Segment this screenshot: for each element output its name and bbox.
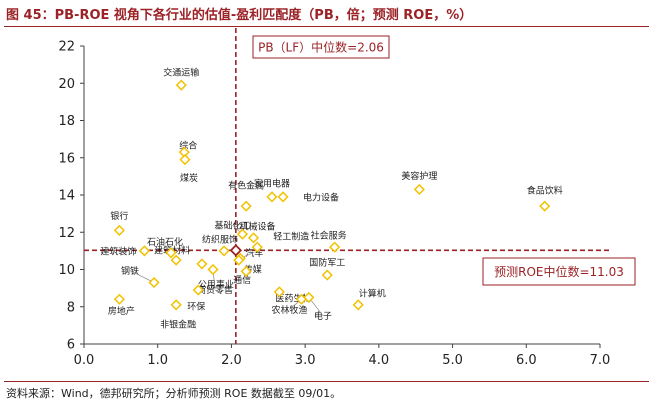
point-label: 银行: [110, 210, 128, 222]
y-tick-label: 16: [58, 151, 75, 166]
label-leader: [129, 270, 155, 283]
data-point: [207, 263, 219, 276]
pb-median-label: PB（LF）中位数=2.06: [258, 40, 384, 55]
scatter-chart: 6 8 10 12 14 16 18 20 22 0.0 1.0 2.0 3.0 4.0 5.0 6.0 7.0…: [58, 28, 636, 369]
point-label: 机械设备: [240, 220, 276, 232]
point-label: 非银金融: [160, 318, 196, 330]
data-point: [236, 228, 249, 240]
median-callouts: PB（LF）中位数=2.06 预测ROE中位数=11.03: [252, 35, 636, 286]
data-point: [539, 200, 551, 212]
data-point: [179, 154, 191, 166]
data-point: [321, 269, 333, 281]
point-label: 食品饮料: [527, 185, 563, 197]
data-point: [175, 79, 187, 91]
roe-median-box: [482, 257, 636, 286]
data-point: [113, 293, 125, 305]
point-label: 电子: [314, 310, 332, 322]
point-label: 轻工制造: [273, 231, 309, 243]
data-point: [413, 183, 425, 195]
point-labels: 交通运输综合煤炭家用电器有色金属电力设备美容护理食品饮料银行基础化工机械设备轻工…: [100, 67, 562, 331]
y-tick-label: 6: [67, 338, 75, 353]
data-point: [352, 299, 364, 311]
point-label: 社会服务: [311, 230, 347, 242]
point-label: 建筑装饰: [100, 245, 136, 257]
point-label: 有色金属: [228, 180, 264, 192]
data-point: [192, 284, 204, 296]
y-tick-label: 18: [58, 114, 75, 129]
point-label: 电力设备: [303, 191, 339, 203]
data-point: [251, 241, 263, 253]
data-point: [240, 200, 252, 212]
point-label: 环保: [187, 300, 205, 312]
x-tick-label: 0.0: [74, 353, 95, 368]
data-point: [218, 245, 230, 257]
axes: 6 8 10 12 14 16 18 20 22 0.0 1.0 2.0 3.0 4.0 5.0 6.0 7.0: [58, 40, 610, 369]
data-point: [165, 247, 177, 259]
median-intersection-point: [229, 244, 243, 257]
data-point: [277, 191, 289, 203]
roe-median-label: 预测ROE中位数=11.03: [494, 264, 624, 279]
pb-median-box: [252, 35, 390, 59]
data-point: [266, 191, 278, 203]
x-tick-label: 1.0: [147, 353, 168, 368]
point-label: 通信: [233, 274, 251, 286]
data-point: [247, 232, 260, 244]
point-label: 煤炭: [180, 172, 198, 184]
data-markers: [113, 79, 551, 311]
point-label: 商贸零售: [197, 284, 233, 296]
data-point: [170, 254, 182, 266]
data-point: [303, 291, 315, 304]
point-label: 纺织服饰: [202, 233, 238, 245]
data-point: [113, 224, 125, 236]
x-tick-label: 7.0: [590, 353, 611, 368]
footer-rule: [4, 381, 649, 382]
source-note: 资料来源：Wind，德邦研究所；分析师预测 ROE 数据截至 09/01。: [6, 387, 342, 400]
point-label: 房地产: [108, 305, 135, 317]
y-tick-label: 10: [58, 263, 75, 278]
point-label: 公用事业: [198, 278, 234, 290]
point-label: 国防军工: [309, 257, 345, 269]
data-point: [329, 241, 341, 253]
y-tick-label: 14: [58, 189, 75, 204]
point-label: 农林牧渔: [271, 304, 307, 316]
point-label: 家用电器: [254, 177, 290, 189]
y-tick-label: 20: [58, 77, 75, 92]
point-label: 钢铁: [121, 265, 139, 277]
y-tick-label: 22: [58, 40, 75, 55]
x-tick-label: 4.0: [369, 353, 390, 368]
title-rule: [4, 26, 649, 27]
y-tick-label: 8: [67, 300, 75, 315]
point-label: 美容护理: [401, 170, 437, 182]
data-point: [196, 258, 208, 270]
x-tick-label: 6.0: [516, 353, 537, 368]
data-point: [233, 254, 245, 266]
point-label: 基础化工: [214, 220, 250, 232]
data-point: [138, 245, 151, 257]
figure-title: 图 45：PB-ROE 视角下各行业的估值-盈利匹配度（PB，倍；预测 ROE，…: [6, 8, 473, 23]
data-point: [273, 286, 285, 298]
point-label: 计算机: [359, 287, 386, 299]
data-point: [178, 146, 190, 158]
point-label: 石油石化: [147, 236, 183, 248]
data-point: [170, 299, 182, 311]
x-tick-label: 2.0: [221, 353, 242, 368]
median-lines: [84, 28, 610, 344]
x-tick-label: 5.0: [442, 353, 463, 368]
x-tick-label: 3.0: [295, 353, 316, 368]
point-label: 交通运输: [163, 67, 199, 79]
data-point: [148, 276, 160, 289]
data-point: [240, 265, 252, 277]
y-tick-label: 12: [58, 226, 75, 241]
